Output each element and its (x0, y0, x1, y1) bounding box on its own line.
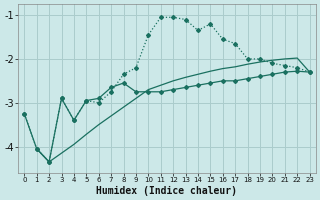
X-axis label: Humidex (Indice chaleur): Humidex (Indice chaleur) (96, 186, 237, 196)
